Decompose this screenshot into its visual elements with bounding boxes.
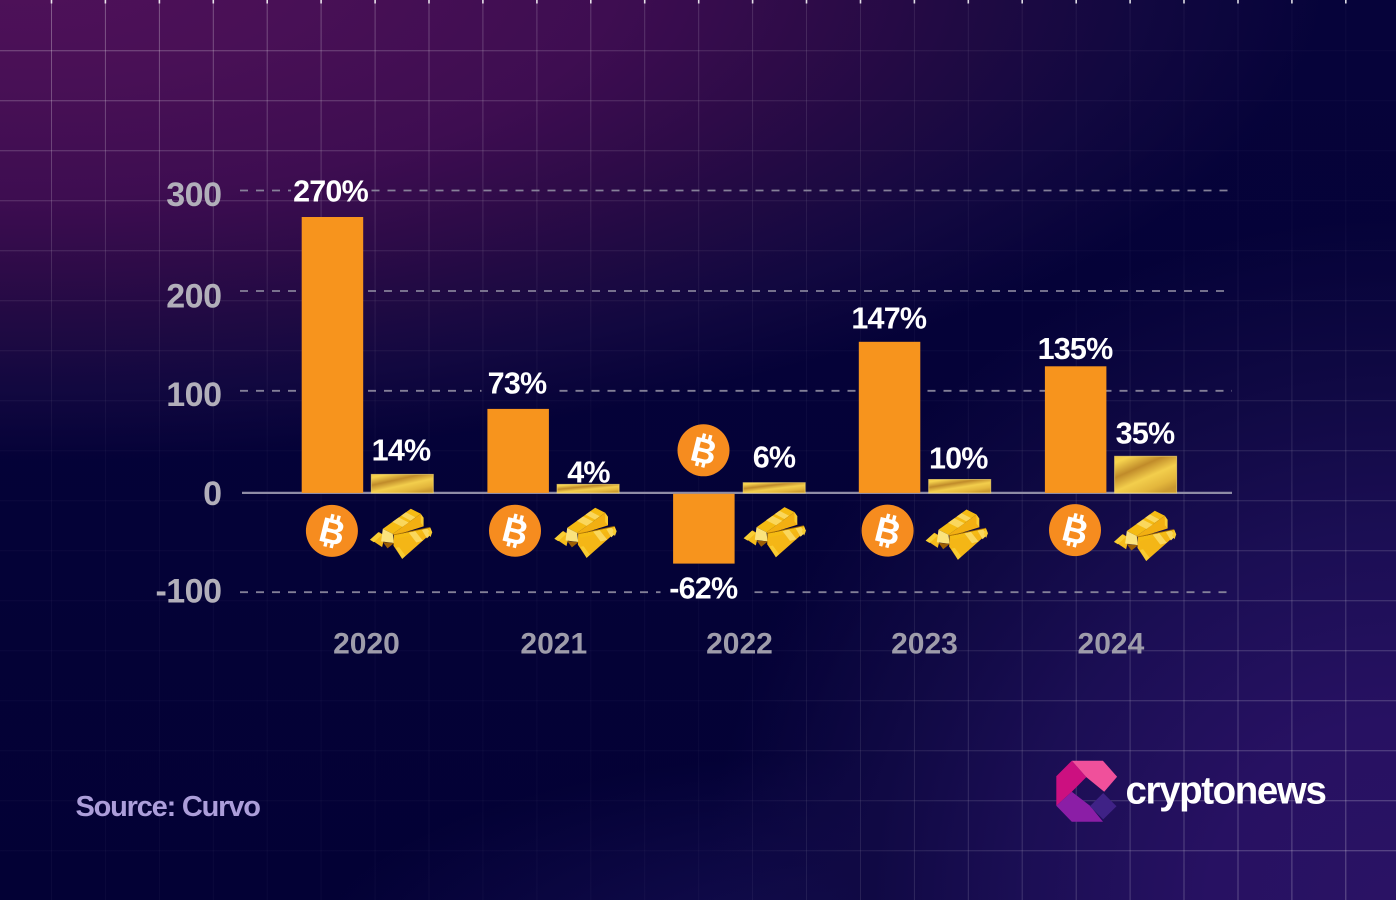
svg-text:2020: 2020 [333, 628, 400, 661]
svg-text:2022: 2022 [706, 628, 773, 661]
svg-text:135%: 135% [1038, 332, 1113, 366]
svg-text:147%: 147% [851, 302, 926, 336]
svg-text:10%: 10% [929, 442, 988, 476]
svg-text:0: 0 [203, 475, 221, 513]
svg-text:-100: -100 [155, 573, 221, 611]
svg-text:cryptonews: cryptonews [1126, 770, 1326, 813]
svg-text:100: 100 [166, 376, 221, 414]
svg-text:-62%: -62% [669, 572, 738, 606]
svg-text:2021: 2021 [520, 628, 587, 661]
svg-text:35%: 35% [1116, 417, 1175, 451]
svg-text:4%: 4% [567, 456, 610, 490]
svg-text:14%: 14% [372, 434, 431, 468]
svg-text:73%: 73% [488, 367, 547, 401]
svg-text:270%: 270% [293, 175, 368, 209]
svg-text:2024: 2024 [1078, 628, 1145, 661]
svg-text:200: 200 [166, 278, 221, 316]
svg-text:Source: Curvo: Source: Curvo [76, 791, 261, 823]
svg-text:300: 300 [166, 176, 221, 214]
svg-text:6%: 6% [753, 441, 796, 475]
svg-text:2023: 2023 [891, 628, 958, 661]
